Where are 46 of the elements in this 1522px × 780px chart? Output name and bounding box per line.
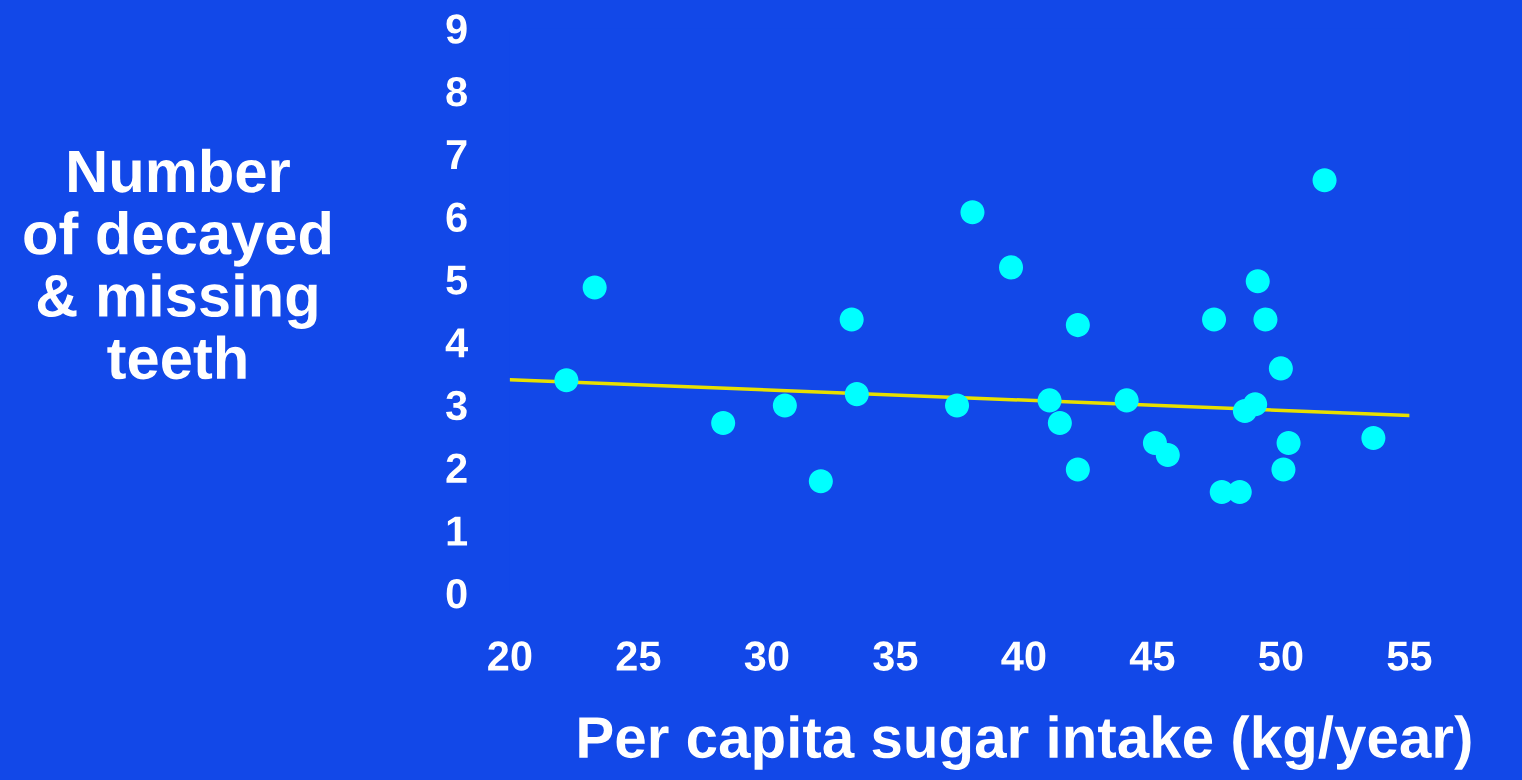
point [839,307,864,332]
y-tick-label: 5 [446,265,468,295]
point [1243,392,1268,417]
point [808,469,833,494]
point [582,275,607,300]
x-tick-label: 25 [616,641,661,671]
y-tick-label: 7 [446,140,467,169]
x-tick-label: 20 [488,641,532,671]
point [945,393,970,418]
y-tick-label: 3 [445,390,467,421]
point [1065,457,1090,482]
y-tick-label: 0 [446,579,467,609]
point [1276,431,1301,456]
x-tick-label: 40 [1001,641,1046,671]
point [554,368,579,393]
point [1227,479,1252,505]
x-axis-title: Per capita sugar intake (kg/year) [579,715,1471,770]
point [772,393,797,418]
point [1268,356,1293,381]
point [1361,426,1386,451]
point [1202,307,1227,332]
point [711,410,736,436]
point [1114,388,1139,413]
y-tick-label: 1 [447,516,468,546]
y-tick-label: 8 [446,77,467,107]
point [844,382,869,407]
point [1253,307,1278,332]
x-tick-label: 30 [744,641,789,671]
point [1047,410,1072,436]
x-tick-label: 55 [1387,641,1432,671]
point [1155,442,1180,468]
y-tick-label: 2 [446,453,467,483]
point [998,255,1024,280]
y-axis-title: Number of decayed & missing teeth [24,148,331,380]
x-tick-label: 45 [1129,641,1175,671]
x-tick-label: 35 [873,641,918,671]
point [1245,269,1270,294]
point [960,200,985,225]
point [1271,457,1296,482]
y-tick-label: 6 [446,202,467,233]
point [1312,168,1337,193]
point [1065,313,1090,338]
x-tick-label: 50 [1258,641,1303,671]
y-tick-label: 4 [445,328,468,358]
point [1037,388,1062,413]
y-tick-label: 9 [446,14,467,44]
